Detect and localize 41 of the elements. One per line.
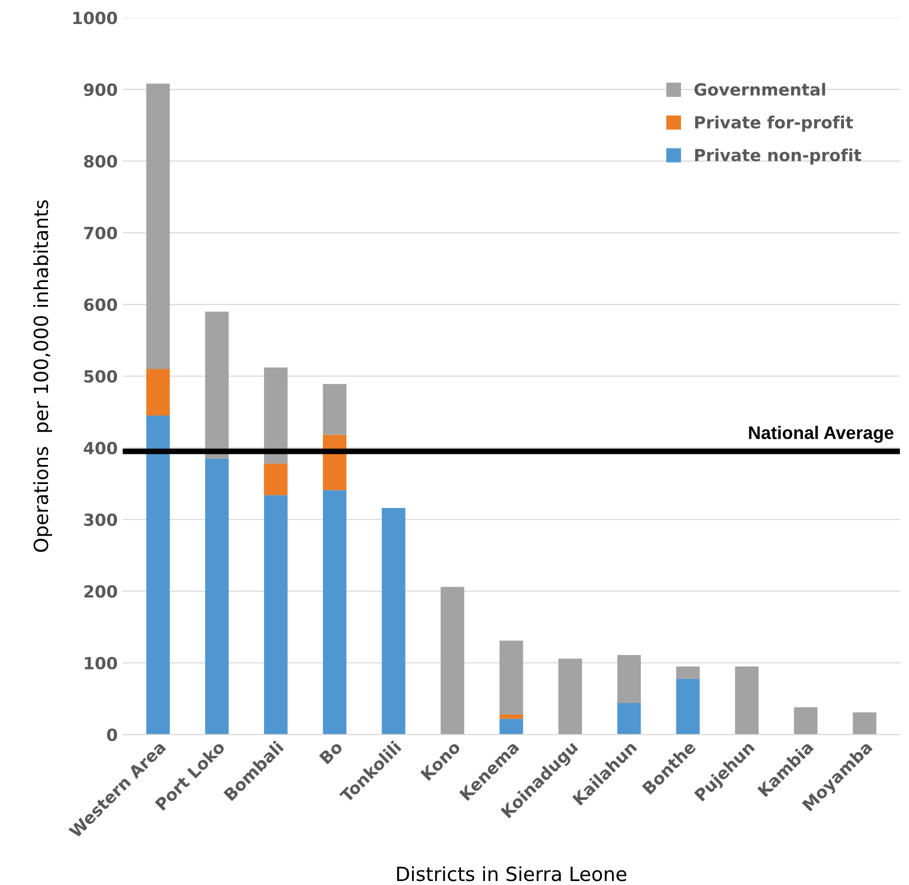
bar <box>264 495 288 735</box>
y-axis-title: Operations per 100,000 inhabitants <box>33 200 52 552</box>
bar <box>617 654 641 704</box>
y-tick-label: 500 <box>84 370 118 383</box>
bar <box>205 458 229 735</box>
y-tick-label: 700 <box>84 226 118 240</box>
legend-label: Private non-profit <box>695 148 862 165</box>
bar <box>676 666 700 679</box>
bar <box>852 712 876 735</box>
bar <box>440 586 464 735</box>
legend-label: Private for-profit <box>695 116 853 132</box>
bar <box>146 84 170 369</box>
x-axis-title: Districts in Sierra Leone <box>397 866 626 882</box>
bar <box>146 416 170 735</box>
bar <box>264 464 288 496</box>
ref-line-label: National Average <box>749 426 894 443</box>
bar <box>382 508 406 735</box>
bar <box>676 678 700 735</box>
x-tick-label: Bo <box>319 740 344 765</box>
y-tick-label: 800 <box>84 155 118 168</box>
bar <box>500 718 524 735</box>
bar <box>322 490 346 735</box>
y-tick-label: 900 <box>84 83 118 96</box>
y-tick-label: 300 <box>84 513 118 526</box>
y-tick-label: 0 <box>107 728 118 742</box>
bar <box>617 703 641 735</box>
bar <box>322 384 346 435</box>
bar <box>264 368 288 464</box>
legend-label: Governmental <box>694 82 826 96</box>
bar <box>500 714 524 719</box>
bar <box>146 368 170 416</box>
y-tick-label: 200 <box>84 585 118 598</box>
bar <box>500 640 524 714</box>
bar <box>735 666 759 735</box>
y-tick-label: 600 <box>84 298 118 312</box>
bar <box>558 658 582 735</box>
y-tick-label: 1000 <box>73 12 118 24</box>
bar <box>794 707 818 735</box>
y-tick-label: 100 <box>84 656 118 670</box>
y-tick-label: 400 <box>84 442 118 454</box>
bar <box>205 312 229 459</box>
